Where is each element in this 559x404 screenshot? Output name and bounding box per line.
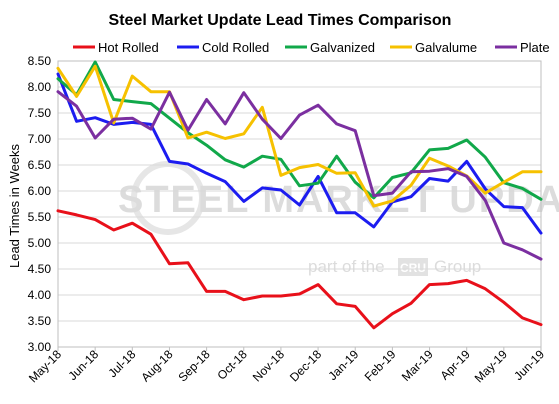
x-tick-label: Mar-19 xyxy=(399,347,436,384)
x-tick-label: May-19 xyxy=(472,347,510,385)
watermark-sub-left: part of the xyxy=(308,257,385,276)
watermark-logo-icon xyxy=(131,161,205,235)
x-tick-label: Jan-19 xyxy=(325,347,361,383)
y-tick-label: 5.00 xyxy=(28,236,52,250)
series-line-galvanized xyxy=(56,60,543,201)
legend-label: Cold Rolled xyxy=(202,40,269,55)
legend-label: Hot Rolled xyxy=(98,40,159,55)
x-tick-label: Feb-19 xyxy=(362,347,399,384)
watermark-sub-right: Group xyxy=(434,257,481,276)
y-tick-label: 4.50 xyxy=(28,262,52,276)
series-lines xyxy=(56,60,543,330)
x-tick-label: Jun-19 xyxy=(511,347,547,383)
chart-title: Steel Market Update Lead Times Compariso… xyxy=(109,12,452,29)
y-tick-label: 5.50 xyxy=(28,210,52,224)
x-axis-ticks: May-18 Jun-18 Jul-18 Aug-18 Sep-18 Oct-18 Nov-… xyxy=(26,347,547,385)
y-tick-label: 6.50 xyxy=(28,158,52,172)
legend-label: Galvanized xyxy=(310,40,375,55)
watermark-box xyxy=(398,258,428,276)
x-tick-label: Nov-18 xyxy=(250,347,287,384)
y-tick-label: 3.50 xyxy=(28,314,52,328)
y-axis-ticks: 3.00 3.50 4.00 4.50 5.00 5.50 6.00 6.50 7.00 7.50… xyxy=(28,54,52,354)
y-tick-label: 8.00 xyxy=(28,80,52,94)
series-line-hot-rolled xyxy=(56,209,543,330)
legend-label: Plate xyxy=(520,40,550,55)
y-tick-label: 6.00 xyxy=(28,184,52,198)
y-tick-label: 7.00 xyxy=(28,132,52,146)
x-tick-label: Jul-18 xyxy=(105,347,138,380)
x-tick-label: Aug-18 xyxy=(138,347,175,384)
plot-area-border xyxy=(57,60,542,348)
y-tick-label: 3.00 xyxy=(28,340,52,354)
x-tick-label: Dec-18 xyxy=(287,347,324,384)
y-axis-label: Lead Times in Weeks xyxy=(7,143,22,268)
legend: Hot Rolled Cold Rolled Galvanized Galvalume… xyxy=(73,40,550,55)
y-tick-label: 7.50 xyxy=(28,106,52,120)
x-tick-label: Oct-18 xyxy=(215,347,251,383)
x-tick-label: Apr-19 xyxy=(437,347,473,383)
series-line-plate xyxy=(56,90,543,261)
watermark-sub-box: CRU xyxy=(400,261,426,275)
gridlines xyxy=(57,60,542,348)
y-tick-label: 8.50 xyxy=(28,54,52,68)
legend-label: Galvalume xyxy=(415,40,477,55)
x-tick-label: Jun-18 xyxy=(65,347,101,383)
x-tick-label: Sep-18 xyxy=(175,347,212,384)
y-tick-label: 4.00 xyxy=(28,288,52,302)
